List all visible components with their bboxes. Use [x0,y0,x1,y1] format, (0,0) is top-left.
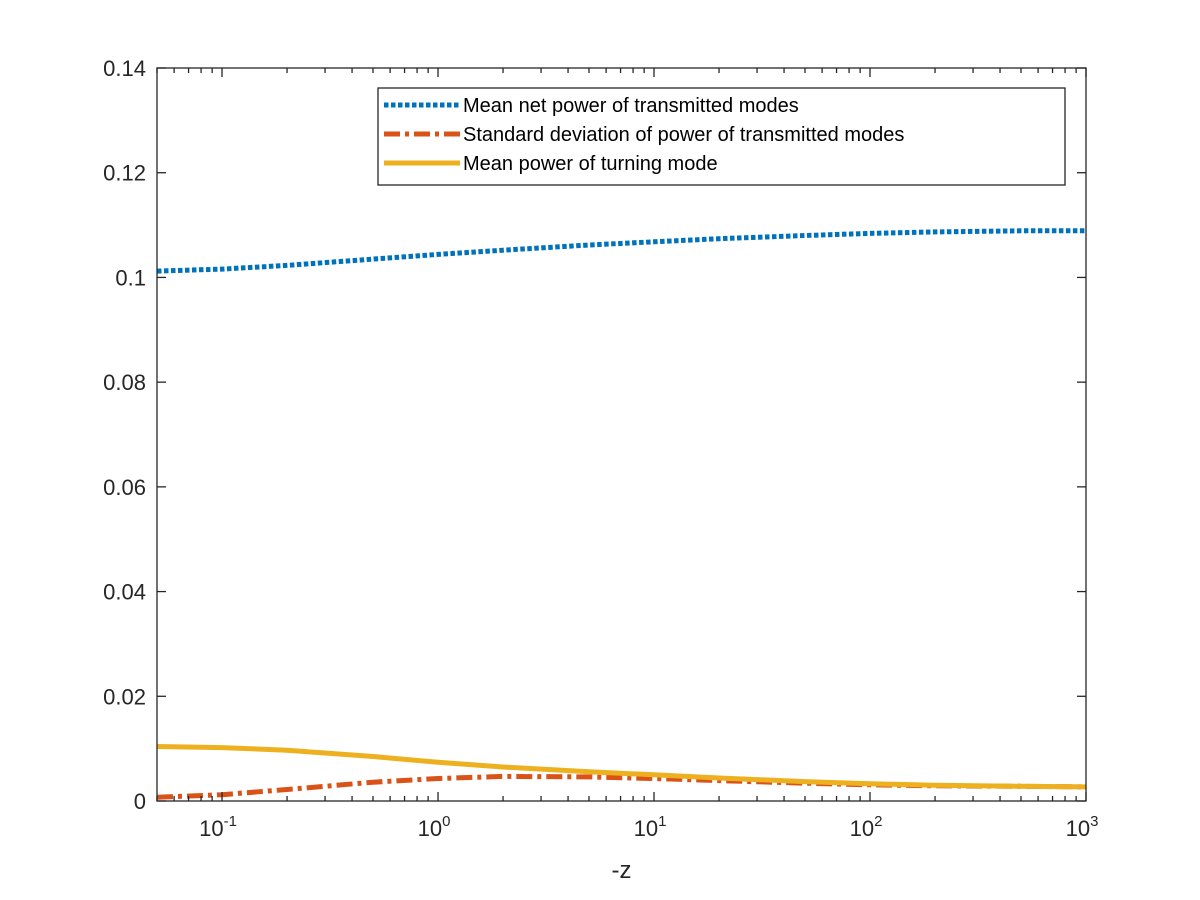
legend-label-1: Mean net power of transmitted modes [463,95,799,117]
series-line-1 [156,228,1086,274]
x-tick-label: 10-1 [199,813,237,841]
x-tick-exponent: 1 [658,813,666,830]
series-line-2 [156,773,1087,800]
x-tick-exponent: -1 [224,813,237,830]
x-tick-label: 103 [1066,813,1099,841]
legend-label-3: Mean power of turning mode [463,153,718,175]
x-tick-exponent: 0 [442,813,450,830]
y-tick-label: 0.04 [103,580,146,605]
axes-box [156,67,1087,802]
y-tick-label: 0.14 [103,56,146,81]
x-tick-label: 101 [634,813,667,841]
x-axis-label: -z [612,857,632,884]
legend-label-2: Standard deviation of power of transmitt… [463,124,904,146]
y-tick-label: 0.12 [103,161,146,186]
y-tick-label: 0.02 [103,684,146,709]
x-tick-label: 102 [850,813,883,841]
legend-box [377,87,1066,186]
y-tick-label: 0.06 [103,475,146,500]
x-tick-base: 10 [1066,816,1090,841]
x-tick-exponent: 3 [1090,813,1098,830]
y-tick-label: 0.08 [103,370,146,395]
x-tick-exponent: 2 [874,813,882,830]
x-tick-base: 10 [199,816,223,841]
x-tick-base: 10 [850,816,874,841]
legend: Mean net power of transmitted modes Stand… [377,87,1066,186]
y-tick-label: 0.1 [115,265,146,290]
x-tick-base: 10 [634,816,658,841]
plot-area [157,68,1086,801]
x-tick-label: 100 [418,813,451,841]
x-tick-base: 10 [418,816,442,841]
y-tick-label: 0 [134,789,146,814]
series-line-3 [156,744,1087,790]
series-layer [156,228,1087,800]
